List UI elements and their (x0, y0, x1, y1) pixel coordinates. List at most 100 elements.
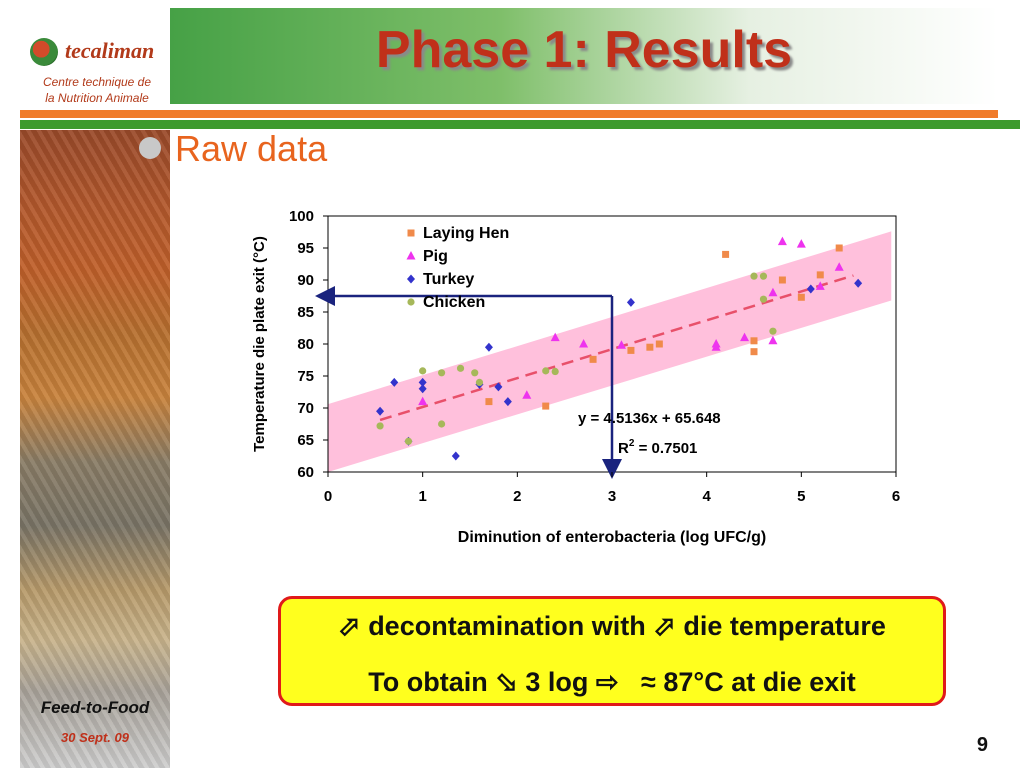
bullet-text: Raw data (175, 128, 328, 169)
point-chicken (419, 367, 427, 375)
point-laying-hen (750, 348, 758, 356)
legend-label-pig: Pig (423, 248, 448, 265)
point-laying-hen (797, 293, 805, 301)
point-laying-hen (655, 340, 663, 348)
green-rule (20, 120, 1020, 129)
point-turkey (503, 397, 512, 407)
r2-superscript: 2 (629, 438, 635, 449)
point-turkey (376, 406, 385, 416)
point-pig (616, 340, 626, 349)
point-chicken (404, 437, 413, 445)
r2-base: R (618, 440, 629, 457)
logo-subtitle-line-2: la Nutrition Animale (45, 91, 149, 105)
point-pig (768, 335, 778, 345)
point-turkey (451, 451, 460, 461)
legend-marker-chicken (407, 298, 415, 306)
logo-subtitle: Centre technique de la Nutrition Animale (24, 74, 170, 106)
right-arrow-icon: ⇨ (595, 667, 619, 697)
point-pig (711, 339, 721, 348)
x-axis-label: Diminution of enterobacteria (log UFC/g) (458, 529, 766, 546)
logo-subtitle-line-1: Centre technique de (42, 75, 152, 89)
r-squared-label: R2 = 0.7501 (618, 438, 697, 457)
point-turkey (418, 384, 427, 394)
point-laying-hen (722, 250, 730, 258)
y-tick-label: 90 (297, 272, 314, 289)
point-pig (550, 332, 560, 342)
r2-value: = 0.7501 (634, 440, 697, 457)
point-laying-hen (485, 398, 493, 406)
point-chicken (769, 327, 777, 335)
point-chicken (551, 367, 559, 376)
confidence-band (328, 231, 892, 472)
point-pig (768, 287, 778, 297)
x-tick-label: 6 (892, 488, 900, 505)
callout-text-2c: ≈ 87°C at die exit (641, 667, 856, 697)
x-tick-label: 1 (418, 488, 426, 505)
point-laying-hen (627, 346, 635, 354)
x-tick-label: 4 (702, 488, 711, 505)
callout-text-2b: 3 log (525, 667, 589, 697)
tecaliman-logo: tecaliman Centre technique de la Nutriti… (20, 8, 170, 106)
point-chicken (471, 369, 479, 377)
point-turkey (854, 278, 863, 288)
point-pig (834, 262, 844, 271)
x-tick-label: 0 (324, 488, 332, 505)
y-tick-label: 85 (297, 304, 314, 321)
point-chicken (475, 378, 484, 386)
y-tick-label: 70 (297, 400, 314, 417)
legend-marker-turkey (407, 274, 415, 284)
sidebar-image-strip (20, 130, 170, 768)
page-number: 9 (976, 734, 988, 756)
point-pig (579, 339, 589, 348)
logo-globe-icon (30, 38, 58, 66)
point-turkey (494, 382, 503, 392)
point-turkey (484, 342, 493, 352)
point-chicken (759, 295, 768, 303)
point-laying-hen (835, 244, 843, 252)
point-chicken (750, 272, 758, 280)
legend-label-turkey: Turkey (423, 271, 474, 288)
callout-text-1a: decontamination with (368, 611, 646, 641)
orange-rule (20, 110, 998, 118)
point-pig (815, 281, 825, 290)
y-tick-label: 75 (297, 368, 314, 385)
y-tick-label: 65 (297, 432, 314, 449)
point-pig (777, 236, 787, 246)
point-chicken (542, 367, 550, 375)
point-pig (796, 239, 806, 248)
y-tick-label: 95 (297, 240, 314, 257)
conclusion-callout: ⬀ decontamination with ⬀ die temperature… (278, 596, 946, 706)
event-name: Feed-to-Food (40, 698, 150, 717)
down-arrow-icon: ⬂ (495, 667, 518, 697)
point-laying-hen (750, 337, 758, 345)
legend-marker-laying-hen (407, 229, 415, 237)
up-arrow-icon: ⬀ (338, 611, 361, 641)
trendline (379, 274, 854, 422)
scatter-chart: 0 1 2 3 4 5 6 60 65 70 75 80 85 90 95 100 Laying Hen Pig… (251, 208, 900, 546)
slide-title: Phase 1: Results (375, 21, 793, 79)
point-laying-hen (542, 402, 550, 410)
y-axis-label: Temperature die plate exit (°C) (251, 236, 268, 452)
trendline-equation: y = 4.5136x + 65.648 (578, 410, 721, 427)
point-turkey (626, 297, 635, 307)
legend-marker-pig (406, 251, 416, 260)
logo-name: tecaliman (65, 38, 155, 63)
title-bar (170, 8, 998, 104)
x-tick-label: 2 (513, 488, 521, 505)
y-tick-label: 100 (289, 208, 314, 225)
point-pig (740, 332, 750, 342)
point-laying-hen (778, 276, 786, 284)
point-laying-hen (646, 343, 654, 351)
point-laying-hen (589, 355, 597, 363)
legend-label-laying-hen: Laying Hen (423, 225, 509, 242)
bullet-icon (139, 137, 161, 159)
point-chicken (456, 364, 465, 372)
point-laying-hen (816, 271, 824, 279)
legend-label-chicken: Chicken (423, 294, 485, 311)
x-tick-label: 3 (608, 488, 616, 505)
y-tick-label: 80 (297, 336, 314, 353)
callout-line-1: ⬀ decontamination with ⬀ die temperature (281, 611, 943, 642)
point-chicken (376, 422, 384, 430)
up-arrow-icon: ⬀ (653, 611, 676, 641)
point-pig (522, 390, 532, 399)
